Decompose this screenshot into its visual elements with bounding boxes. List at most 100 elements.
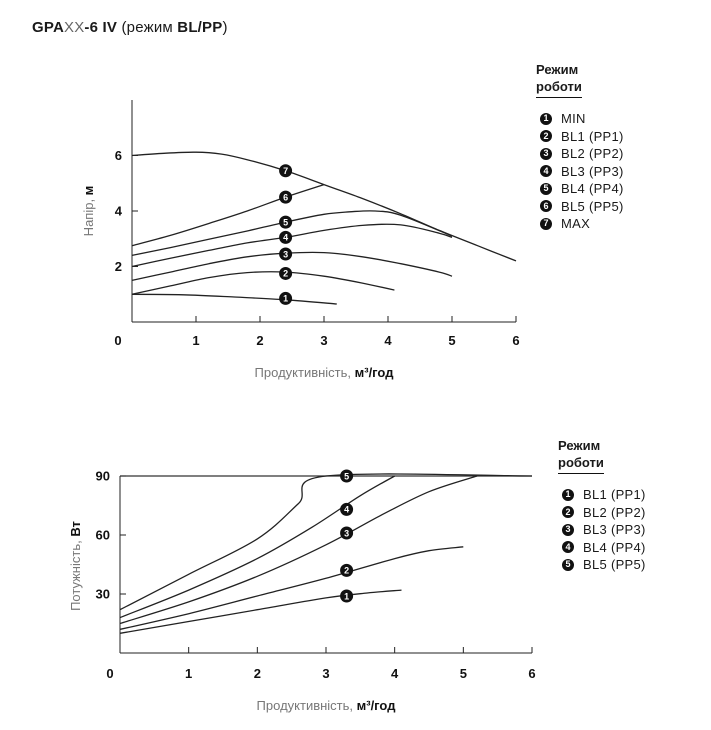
legend-label: BL1 (PP1) <box>583 487 646 503</box>
series-marker-7: 7 <box>279 164 293 178</box>
y-tick-label: 90 <box>96 469 110 484</box>
series-marker-number: 1 <box>283 294 288 304</box>
series-marker-circle <box>340 502 354 516</box>
series-marker-number: 5 <box>344 471 349 481</box>
legend-marker: 4 <box>540 165 552 178</box>
legend-title-line2: роботи <box>558 455 604 470</box>
legend-item: 2 BL1 (PP1) <box>540 128 624 146</box>
legend-label: MIN <box>561 111 586 127</box>
x-axis-title: Продуктивність, м³/год <box>257 698 397 713</box>
legend-item: 1 BL1 (PP1) <box>562 486 646 504</box>
series-marker-2: 2 <box>340 563 354 577</box>
power-chart-legend: Режим роботи 1 BL1 (PP1) 2 BL2 (PP2) 3 BL3 (P… <box>558 437 646 574</box>
legend-marker: 5 <box>540 182 552 195</box>
x-tick-label: 5 <box>460 666 467 681</box>
x-axis-label: Продуктивність, <box>257 698 357 713</box>
series-marker-circle <box>279 266 293 280</box>
x-tick-label: 2 <box>256 333 263 348</box>
series-marker-1: 1 <box>279 291 293 305</box>
legend-title-line1: Режим <box>536 62 579 77</box>
legend-marker: 2 <box>540 130 552 143</box>
y-tick-label: 60 <box>96 528 110 543</box>
legend-marker: 5 <box>562 558 574 571</box>
series-line-6 <box>131 183 325 247</box>
series-line-2 <box>119 546 464 631</box>
model-suffix: -6 IV <box>84 19 118 36</box>
legend-label: BL4 (PP4) <box>561 181 624 197</box>
series-marker-3: 3 <box>279 247 293 261</box>
series-marker-circle <box>279 215 293 229</box>
page-title: GPAXX-6 IV (режим BL/PP) <box>32 19 228 36</box>
x-tick-label: 4 <box>384 333 392 348</box>
y-tick-label: 30 <box>96 587 110 602</box>
model-prefix: GPA <box>32 19 64 36</box>
series-marker-4: 4 <box>279 230 293 244</box>
legend-item: 3 BL3 (PP3) <box>562 521 646 539</box>
power-chart: 0 1 2 3 4 5 6 30 60 90 Продуктивність, м³/год Потуж… <box>68 469 536 714</box>
legend-marker: 2 <box>562 506 574 519</box>
legend-marker: 7 <box>540 217 552 230</box>
y-tick-label: 2 <box>115 259 122 274</box>
series-line-7 <box>131 151 517 262</box>
head-chart: 0 1 2 3 4 5 6 2 4 6 Продуктивність, м³/год Напір, м… <box>81 100 520 380</box>
legend-item: 1 MIN <box>540 110 624 128</box>
legend-label: BL2 (PP2) <box>561 146 624 162</box>
series-marker-2: 2 <box>279 266 293 280</box>
y-axis-unit: м <box>81 186 96 196</box>
legend-item: 3 BL2 (PP2) <box>540 145 624 163</box>
mode-close: ) <box>222 19 228 36</box>
legend-marker: 3 <box>562 523 574 536</box>
x-axis-title: Продуктивність, м³/год <box>255 365 395 380</box>
legend-title-line2: роботи <box>536 79 582 94</box>
legend-item: 4 BL4 (PP4) <box>562 539 646 557</box>
x-tick-label: 2 <box>254 666 261 681</box>
legend-label: MAX <box>561 216 591 232</box>
x-tick-label: 6 <box>528 666 535 681</box>
series-line-4 <box>131 223 453 268</box>
series-line-2 <box>131 271 395 295</box>
legend-title: Режим роботи <box>536 61 582 98</box>
series-marker-number: 2 <box>283 269 288 279</box>
series-line-1 <box>119 589 402 634</box>
model-mid: XX <box>64 19 85 36</box>
x-tick-label: 4 <box>391 666 399 681</box>
series-marker-number: 3 <box>344 528 349 538</box>
legend-item: 6 BL5 (PP5) <box>540 198 624 216</box>
mode-value: BL/PP <box>177 19 223 36</box>
series-line-1 <box>131 293 337 305</box>
series-marker-number: 4 <box>283 233 288 243</box>
legend-label: BL3 (PP3) <box>583 522 646 538</box>
series-marker-circle <box>279 291 293 305</box>
series-marker-circle <box>340 589 354 603</box>
y-axis-label: Потужність, <box>68 537 83 611</box>
series-marker-number: 3 <box>283 249 288 259</box>
x-tick-label: 0 <box>106 666 113 681</box>
series-marker-circle <box>279 247 293 261</box>
x-tick-label: 3 <box>320 333 327 348</box>
series-marker-1: 1 <box>340 589 354 603</box>
y-axis-title: Потужність, Вт <box>68 521 83 611</box>
y-axis-title: Напір, м <box>81 186 96 237</box>
series-marker-5: 5 <box>279 215 293 229</box>
legend-title-line1: Режим <box>558 438 601 453</box>
y-tick-label: 6 <box>115 148 122 163</box>
legend-marker: 1 <box>540 112 552 125</box>
x-tick-label: 6 <box>512 333 519 348</box>
x-tick-label: 1 <box>192 333 199 348</box>
legend-item: 5 BL5 (PP5) <box>562 556 646 574</box>
x-tick-label: 1 <box>185 666 192 681</box>
series-marker-number: 6 <box>283 192 288 202</box>
legend-marker: 1 <box>562 488 574 501</box>
legend-label: BL1 (PP1) <box>561 128 624 144</box>
x-axis-unit: м³/год <box>357 698 397 713</box>
series-marker-6: 6 <box>279 190 293 204</box>
series-marker-3: 3 <box>340 526 354 540</box>
legend-label: BL2 (PP2) <box>583 504 646 520</box>
series-line-4 <box>119 475 396 619</box>
head-chart-legend: Режим роботи 1 MIN 2 BL1 (PP1) 3 BL2 (PP2) 4 BL… <box>536 61 624 233</box>
series-marker-circle <box>279 190 293 204</box>
legend-marker: 3 <box>540 147 552 160</box>
series-marker-circle <box>279 230 293 244</box>
x-axis-unit: м³/год <box>355 365 395 380</box>
x-tick-label: 5 <box>448 333 455 348</box>
